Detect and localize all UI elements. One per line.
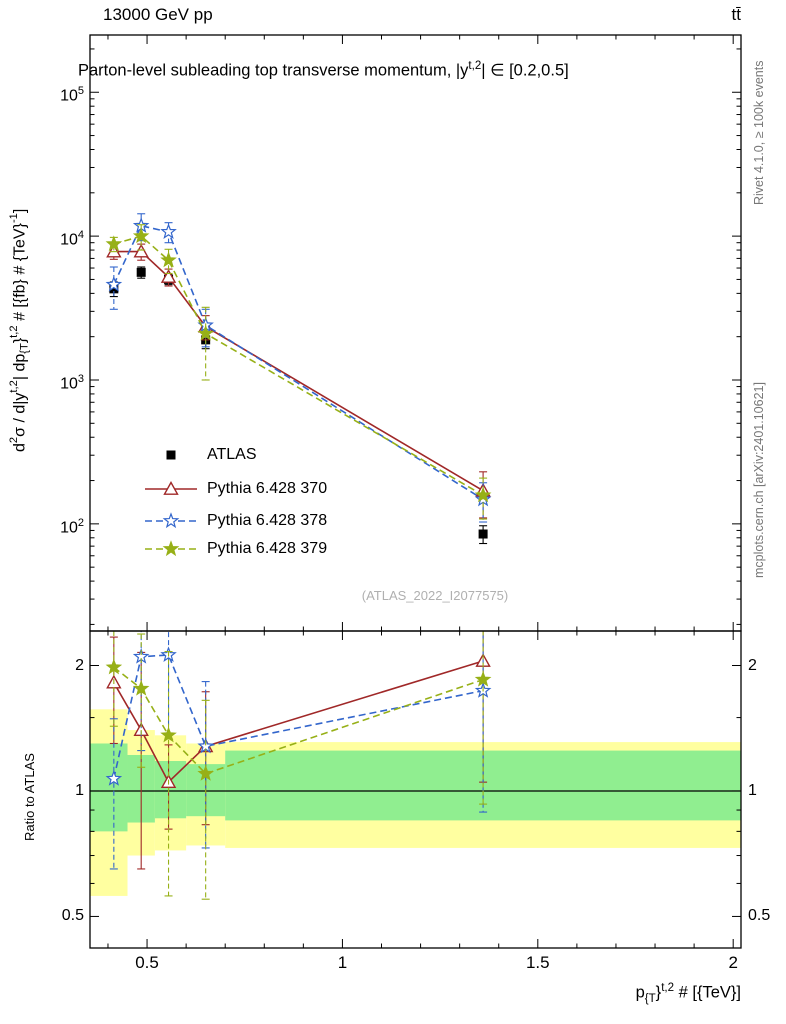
ratio-axis-label: Ratio to ATLAS bbox=[22, 753, 37, 841]
marker-star bbox=[160, 251, 177, 268]
marker-star bbox=[162, 540, 180, 557]
legend-label: Pythia 6.428 378 bbox=[207, 512, 328, 529]
main-series bbox=[105, 213, 492, 545]
marker-star bbox=[105, 658, 123, 675]
marker-triangle bbox=[133, 243, 149, 258]
ratio-bands bbox=[90, 709, 741, 896]
process-label: tt̄ bbox=[731, 5, 741, 24]
legend-marker bbox=[145, 512, 197, 529]
main-line bbox=[113, 235, 484, 496]
marker-star bbox=[474, 486, 492, 503]
legend-marker bbox=[145, 540, 197, 557]
marker-triangle bbox=[160, 269, 177, 283]
marker-triangle bbox=[163, 481, 179, 495]
ratio-line bbox=[113, 654, 484, 779]
legend-marker bbox=[166, 450, 176, 460]
beam-energy-label: 13000 GeV pp bbox=[103, 5, 213, 24]
legend-item: Pythia 6.428 370 bbox=[142, 478, 327, 500]
marker-star bbox=[105, 770, 123, 786]
marker-triangle bbox=[106, 243, 122, 258]
plot-title: Parton-level subleading top transverse m… bbox=[78, 60, 569, 80]
legend-item: ATLAS bbox=[142, 444, 257, 466]
legend-marker bbox=[145, 481, 197, 495]
marker-square bbox=[166, 450, 176, 460]
marker-star bbox=[132, 679, 150, 696]
marker-square bbox=[478, 529, 488, 539]
marker-star bbox=[132, 227, 150, 244]
marker-star bbox=[105, 235, 123, 252]
legend-label: ATLAS bbox=[207, 446, 257, 463]
marker-star bbox=[162, 512, 180, 529]
analysis-watermark: (ATLAS_2022_I2077575) bbox=[361, 588, 509, 603]
x-axis-label: p{T}t,2 # [{TeV}] bbox=[635, 982, 741, 1005]
y-axis-label: d2σ / d|yt,2| dp{T}t,2 # [{fb} # {TeV}-1… bbox=[8, 208, 31, 452]
marker-star bbox=[105, 275, 123, 292]
rivet-version-note: Rivet 4.1.0, ≥ 100k events bbox=[752, 60, 766, 205]
marker-square bbox=[136, 267, 146, 277]
marker-star bbox=[197, 765, 214, 781]
ticks bbox=[90, 35, 741, 948]
marker-star bbox=[160, 223, 177, 240]
legend-label: Pythia 6.428 370 bbox=[207, 480, 328, 497]
marker-star bbox=[197, 324, 214, 341]
marker-square bbox=[109, 284, 119, 294]
green-band-segment bbox=[90, 743, 128, 832]
legend-item: Pythia 6.428 378 bbox=[142, 510, 327, 532]
ratio-frame bbox=[89, 630, 742, 949]
mcplots-arxiv-note: mcplots.cern.ch [arXiv:2401.10621] bbox=[752, 382, 766, 578]
marker-star bbox=[474, 670, 492, 687]
marker-star bbox=[160, 726, 177, 743]
ratio-series bbox=[105, 631, 492, 900]
legend-label: Pythia 6.428 379 bbox=[207, 540, 328, 557]
legend-item: Pythia 6.428 379 bbox=[142, 538, 327, 560]
